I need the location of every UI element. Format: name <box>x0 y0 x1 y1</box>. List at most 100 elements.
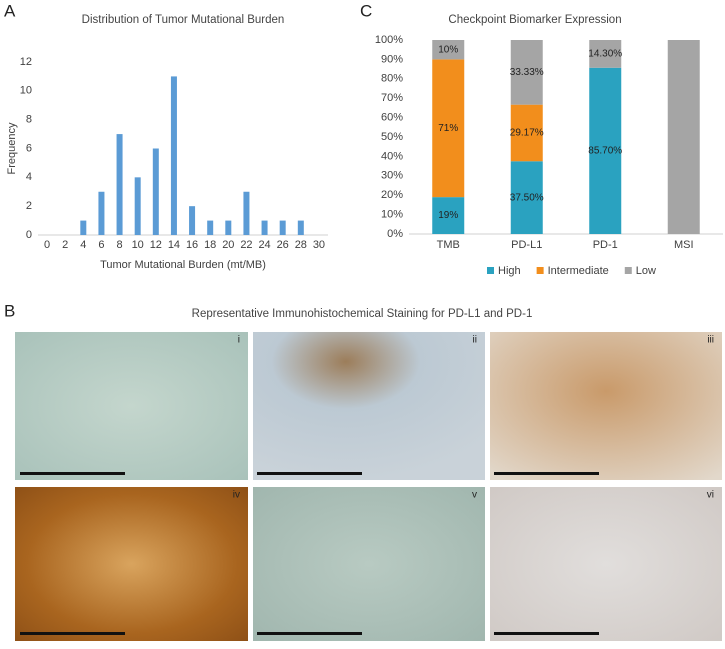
image-label: i <box>238 335 240 346</box>
y-tick-label: 80% <box>381 73 403 85</box>
bar-segment <box>589 40 622 68</box>
y-tick-label: 40% <box>381 150 403 162</box>
bar-segment <box>432 197 465 234</box>
y-tick-label: 8 <box>26 114 32 126</box>
bar-segment <box>432 59 465 198</box>
x-tick-label: 12 <box>150 239 162 251</box>
scale-bar <box>257 632 362 635</box>
x-tick-label: 0 <box>44 239 50 251</box>
panel-label: C <box>360 1 372 20</box>
x-tick-label: 24 <box>258 239 270 251</box>
micrograph <box>253 487 485 641</box>
bar <box>170 76 177 236</box>
data-label: 37.50% <box>510 192 544 203</box>
x-tick-label: PD-1 <box>593 239 618 251</box>
y-tick-label: 70% <box>381 92 403 104</box>
x-tick-label: 20 <box>222 239 234 251</box>
x-tick-label: 22 <box>240 239 252 251</box>
chart-title: Checkpoint Biomarker Expression <box>448 14 621 26</box>
x-tick-label: 14 <box>168 239 180 251</box>
x-tick-label: 26 <box>277 239 289 251</box>
y-tick-label: 20% <box>381 189 403 201</box>
y-tick-label: 10 <box>20 85 32 97</box>
x-tick-label: TMB <box>437 239 460 251</box>
data-label: 71% <box>438 123 458 134</box>
image-label: iii <box>707 335 714 346</box>
bar <box>207 220 214 235</box>
data-label: 85.70% <box>588 146 622 157</box>
chart-title: Distribution of Tumor Mutational Burden <box>82 14 285 26</box>
image-label: ii <box>473 335 477 346</box>
data-label: 33.33% <box>510 67 544 78</box>
legend-swatch <box>487 267 494 274</box>
legend-label: High <box>498 265 521 277</box>
image-label: v <box>472 490 477 501</box>
x-axis-label: Tumor Mutational Burden (mt/MB) <box>100 259 266 271</box>
bar <box>116 134 123 235</box>
x-tick-label: 18 <box>204 239 216 251</box>
y-tick-label: 100% <box>375 34 403 46</box>
image-label: vi <box>707 490 714 501</box>
bar <box>279 220 286 235</box>
micrograph <box>253 332 485 480</box>
panel-label: B <box>4 301 15 320</box>
bar <box>98 191 105 235</box>
y-tick-label: 6 <box>26 142 32 154</box>
legend-label: Low <box>636 265 656 277</box>
micrograph <box>490 487 722 641</box>
bar-segment <box>432 40 465 60</box>
x-tick-label: MSI <box>674 239 694 251</box>
scale-bar <box>20 472 125 475</box>
bar <box>80 220 87 235</box>
legend-swatch <box>536 267 544 274</box>
micrograph <box>15 332 248 480</box>
x-tick-label: 30 <box>313 239 325 251</box>
image-label: iv <box>233 490 240 501</box>
y-tick-label: 12 <box>20 56 32 68</box>
x-tick-label: 8 <box>117 239 123 251</box>
bar <box>152 148 159 235</box>
bar-segment <box>667 40 700 234</box>
staining-title: Representative Immunohistochemical Stain… <box>192 308 533 320</box>
image-panels <box>15 332 722 641</box>
data-label: 19% <box>438 210 458 221</box>
bar <box>189 206 196 235</box>
bar <box>134 177 141 235</box>
bar <box>243 191 250 235</box>
y-tick-label: 4 <box>26 171 32 183</box>
y-tick-label: 90% <box>381 53 403 65</box>
data-label: 29.17% <box>510 128 544 139</box>
bar <box>225 220 232 235</box>
scale-bar <box>494 472 599 475</box>
data-label: 14.30% <box>588 49 622 60</box>
bar <box>297 220 304 235</box>
scale-bar <box>20 632 125 635</box>
y-tick-label: 0% <box>387 228 403 240</box>
data-label: 10% <box>438 44 458 55</box>
scale-bar <box>257 472 362 475</box>
bar-segment <box>510 161 543 234</box>
bar-segment <box>589 67 622 234</box>
y-tick-label: 10% <box>381 209 403 221</box>
x-tick-label: 28 <box>295 239 307 251</box>
y-axis-label: Frequency <box>6 122 18 174</box>
x-tick-label: 2 <box>62 239 68 251</box>
legend-swatch <box>624 267 632 274</box>
bar-segment <box>510 104 543 162</box>
legend-label: Intermediate <box>548 265 609 277</box>
micrograph <box>490 332 722 480</box>
micrograph <box>15 487 248 641</box>
scale-bar <box>494 632 599 635</box>
x-tick-label: PD-L1 <box>511 239 542 251</box>
y-tick-label: 30% <box>381 170 403 182</box>
x-tick-label: 6 <box>98 239 104 251</box>
bar-segment <box>510 40 543 105</box>
x-tick-label: 4 <box>80 239 86 251</box>
x-tick-label: 10 <box>132 239 144 251</box>
y-tick-label: 2 <box>26 200 32 212</box>
y-tick-label: 60% <box>381 112 403 124</box>
panel-label: A <box>4 1 16 20</box>
x-tick-label: 16 <box>186 239 198 251</box>
